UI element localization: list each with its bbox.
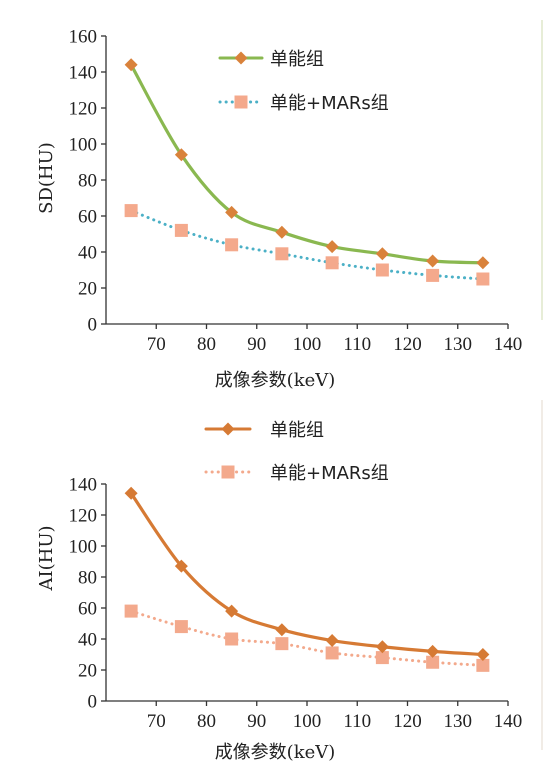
data-point-series-2 (275, 247, 289, 261)
data-point-series-2 (325, 256, 339, 270)
y-tick-label: 80 (78, 568, 97, 589)
y-tick-label: 20 (78, 279, 97, 300)
data-point-series-2 (124, 204, 138, 218)
x-tick-label: 130 (444, 334, 473, 355)
y-tick-label: 60 (78, 207, 97, 228)
y-tick-label: 140 (69, 63, 98, 84)
data-point-series-1 (275, 225, 289, 239)
data-point-series-2 (275, 637, 289, 651)
y-tick-label: 40 (78, 243, 97, 264)
x-tick-label: 80 (197, 334, 216, 355)
y-tick-label: 160 (69, 27, 98, 48)
x-tick-label: 110 (343, 334, 371, 355)
series-line-2 (129, 209, 485, 281)
data-point-series-1 (174, 559, 188, 573)
data-point-series-1 (426, 644, 440, 658)
data-point-series-1 (476, 648, 490, 661)
data-point-series-1 (124, 58, 138, 72)
x-tick-label: 70 (147, 711, 166, 732)
legend-label-series-1: 单能组 (270, 420, 324, 441)
data-point-series-2 (174, 620, 188, 634)
data-point-series-2 (174, 223, 188, 237)
legend-marker-series-2 (234, 95, 248, 109)
x-tick-label: 120 (393, 334, 422, 355)
y-axis-label: SD(HU) (36, 142, 57, 214)
y-tick-label: 60 (78, 599, 97, 620)
data-point-series-1 (476, 256, 490, 270)
y-tick-label: 0 (88, 315, 98, 336)
x-tick-label: 100 (293, 711, 322, 732)
data-point-series-1 (174, 148, 188, 162)
x-tick-label: 90 (247, 711, 266, 732)
data-point-series-2 (476, 658, 490, 672)
decorative-side-rule (541, 400, 543, 750)
decorative-side-rule (541, 20, 543, 320)
y-tick-label: 20 (78, 661, 97, 682)
y-tick-label: 100 (69, 537, 98, 558)
y-tick-label: 80 (78, 171, 97, 192)
data-point-series-2 (426, 655, 440, 669)
legend-marker-series-2 (221, 465, 235, 479)
data-point-series-1 (275, 623, 289, 637)
x-tick-label: 110 (343, 711, 371, 732)
data-point-series-1 (375, 640, 389, 654)
data-point-series-1 (325, 634, 339, 648)
x-tick-label: 70 (147, 334, 166, 355)
y-tick-label: 120 (69, 99, 98, 120)
y-tick-label: 140 (69, 475, 98, 496)
y-axis-label: AI(HU) (36, 525, 57, 591)
data-point-series-1 (225, 205, 239, 219)
chart-sd: SD(HU) 成像参数(keV) 单能组 单能+MARs组 0 20 40 60 80 1… (36, 27, 522, 392)
x-tick-label: 140 (494, 334, 523, 355)
data-point-series-2 (426, 268, 440, 282)
y-tick-label: 0 (88, 692, 98, 713)
data-point-series-2 (124, 604, 138, 618)
chart-ai: AI(HU) 成像参数(keV) 单能组 单能+MARs组 0 20 40 60 80 1… (36, 420, 522, 763)
data-point-series-2 (375, 263, 389, 277)
legend-marker-series-1 (234, 51, 248, 65)
data-point-series-1 (375, 247, 389, 261)
data-point-series-2 (325, 646, 339, 660)
x-axis-label: 成像参数(keV) (215, 370, 336, 391)
legend-label-series-2: 单能+MARs组 (270, 463, 389, 484)
data-point-series-2 (225, 238, 239, 252)
y-tick-label: 40 (78, 630, 97, 651)
y-tick-label: 100 (69, 135, 98, 156)
legend-label-series-1: 单能组 (270, 49, 324, 70)
data-point-series-1 (325, 240, 339, 254)
x-tick-label: 130 (444, 711, 473, 732)
x-tick-label: 120 (393, 711, 422, 732)
data-point-series-2 (476, 272, 490, 286)
data-point-series-1 (124, 486, 138, 500)
legend-marker-series-1 (221, 422, 235, 436)
legend-label-series-2: 单能+MARs组 (270, 93, 389, 114)
data-point-series-2 (375, 651, 389, 665)
data-point-series-1 (426, 254, 440, 268)
data-point-series-1 (225, 604, 239, 618)
x-axis-label: 成像参数(keV) (215, 742, 336, 763)
x-tick-label: 140 (494, 711, 523, 732)
x-tick-label: 90 (247, 334, 266, 355)
y-tick-label: 120 (69, 506, 98, 527)
x-tick-label: 80 (197, 711, 216, 732)
data-point-series-2 (225, 632, 239, 646)
x-tick-label: 100 (293, 334, 322, 355)
